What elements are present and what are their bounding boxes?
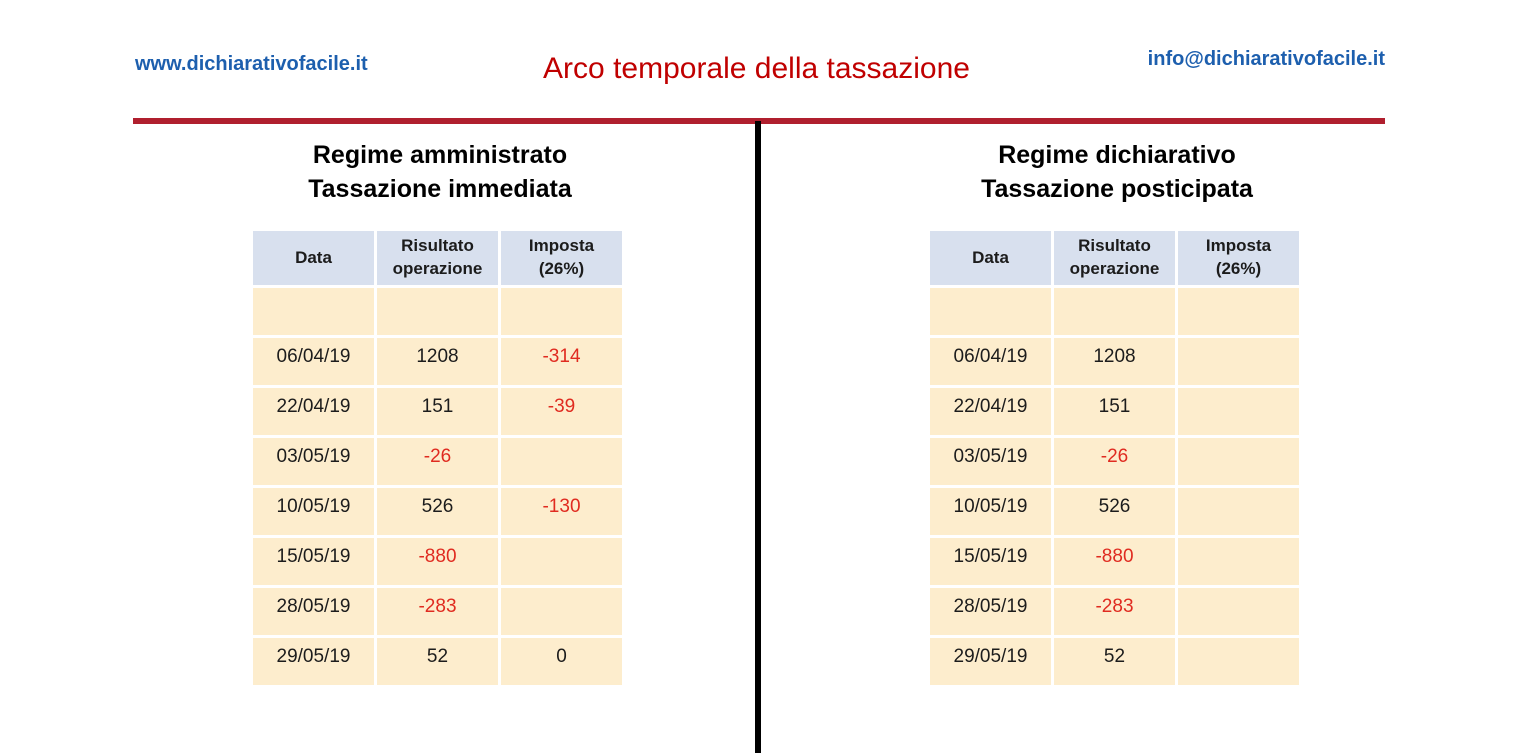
table-row: 10/05/19 526 bbox=[930, 488, 1299, 535]
table-row: 10/05/19 526 -130 bbox=[253, 488, 622, 535]
header-row: Data Risultato operazione Imposta (26%) bbox=[253, 231, 622, 285]
table-cell: 06/04/19 bbox=[930, 338, 1051, 385]
table-cell: 29/05/19 bbox=[930, 638, 1051, 685]
table-row: 15/05/19 -880 bbox=[253, 538, 622, 585]
column-header: Imposta (26%) bbox=[1178, 231, 1299, 285]
table-cell: 526 bbox=[377, 488, 498, 535]
table-cell: -283 bbox=[377, 588, 498, 635]
table-cell bbox=[1178, 588, 1299, 635]
table-cell bbox=[1054, 288, 1175, 335]
header-row: Data Risultato operazione Imposta (26%) bbox=[930, 231, 1299, 285]
page-title: Arco temporale della tassazione bbox=[543, 52, 970, 85]
table-cell: 15/05/19 bbox=[253, 538, 374, 585]
column-header: Data bbox=[253, 231, 374, 285]
vertical-divider bbox=[755, 121, 761, 753]
table-cell: -26 bbox=[1054, 438, 1175, 485]
table-row: 28/05/19 -283 bbox=[253, 588, 622, 635]
table-cell: 03/05/19 bbox=[930, 438, 1051, 485]
table-cell bbox=[501, 438, 622, 485]
table-cell bbox=[1178, 538, 1299, 585]
table-cell: 1208 bbox=[1054, 338, 1175, 385]
table-row: 29/05/19 52 0 bbox=[253, 638, 622, 685]
table-cell bbox=[1178, 388, 1299, 435]
table-row: 22/04/19 151 -39 bbox=[253, 388, 622, 435]
table-row: 06/04/19 1208 bbox=[930, 338, 1299, 385]
column-header: Risultato operazione bbox=[377, 231, 498, 285]
left-panel-title-line2: Tassazione immediata bbox=[308, 175, 572, 203]
table-cell: 151 bbox=[377, 388, 498, 435]
website-link[interactable]: www.dichiarativofacile.it bbox=[135, 53, 368, 75]
table-row: 06/04/19 1208 -314 bbox=[253, 338, 622, 385]
table-cell: 10/05/19 bbox=[253, 488, 374, 535]
table-cell: 1208 bbox=[377, 338, 498, 385]
table-cell bbox=[1178, 638, 1299, 685]
table-cell: -130 bbox=[501, 488, 622, 535]
table-cell: -283 bbox=[1054, 588, 1175, 635]
table-cell: 52 bbox=[377, 638, 498, 685]
column-header: Data bbox=[930, 231, 1051, 285]
table-cell: 526 bbox=[1054, 488, 1175, 535]
table-cell: 03/05/19 bbox=[253, 438, 374, 485]
table-row: 03/05/19 -26 bbox=[253, 438, 622, 485]
table-cell: 06/04/19 bbox=[253, 338, 374, 385]
left-panel-title-line1: Regime amministrato bbox=[312, 141, 568, 169]
table-cell bbox=[253, 288, 374, 335]
table-cell: 10/05/19 bbox=[930, 488, 1051, 535]
table-row: 15/05/19 -880 bbox=[930, 538, 1299, 585]
table-cell: 28/05/19 bbox=[253, 588, 374, 635]
table-row: 22/04/19 151 bbox=[930, 388, 1299, 435]
table-cell bbox=[1178, 288, 1299, 335]
table-cell: 151 bbox=[1054, 388, 1175, 435]
left-panel-title: Regime amministrato Tassazione immediata bbox=[213, 138, 667, 206]
column-header: Risultato operazione bbox=[1054, 231, 1175, 285]
left-tax-table: Data Risultato operazione Imposta (26%) 06/… bbox=[250, 228, 625, 688]
table-cell: 22/04/19 bbox=[253, 388, 374, 435]
table-row bbox=[253, 288, 622, 335]
table-cell: -39 bbox=[501, 388, 622, 435]
table-cell: 29/05/19 bbox=[253, 638, 374, 685]
table-row bbox=[930, 288, 1299, 335]
table-cell: -880 bbox=[377, 538, 498, 585]
table-cell bbox=[377, 288, 498, 335]
table-row: 03/05/19 -26 bbox=[930, 438, 1299, 485]
right-panel-title-line1: Regime dichiarativo bbox=[998, 141, 1236, 169]
table-cell: 15/05/19 bbox=[930, 538, 1051, 585]
table-cell bbox=[501, 538, 622, 585]
table-cell bbox=[501, 288, 622, 335]
table-cell: 28/05/19 bbox=[930, 588, 1051, 635]
right-tax-table: Data Risultato operazione Imposta (26%) 06/… bbox=[927, 228, 1302, 688]
table-row: 29/05/19 52 bbox=[930, 638, 1299, 685]
table-cell: -26 bbox=[377, 438, 498, 485]
right-panel-title: Regime dichiarativo Tassazione posticipa… bbox=[890, 138, 1344, 206]
column-header: Imposta (26%) bbox=[501, 231, 622, 285]
table-cell: -314 bbox=[501, 338, 622, 385]
table-cell bbox=[1178, 488, 1299, 535]
table-cell bbox=[930, 288, 1051, 335]
table-cell bbox=[1178, 438, 1299, 485]
table-cell: 22/04/19 bbox=[930, 388, 1051, 435]
table-cell: 52 bbox=[1054, 638, 1175, 685]
table-row: 28/05/19 -283 bbox=[930, 588, 1299, 635]
email-link[interactable]: info@dichiarativofacile.it bbox=[1147, 48, 1385, 70]
table-cell bbox=[501, 588, 622, 635]
right-panel-title-line2: Tassazione posticipata bbox=[981, 175, 1253, 203]
table-cell: -880 bbox=[1054, 538, 1175, 585]
table-cell: 0 bbox=[501, 638, 622, 685]
table-cell bbox=[1178, 338, 1299, 385]
